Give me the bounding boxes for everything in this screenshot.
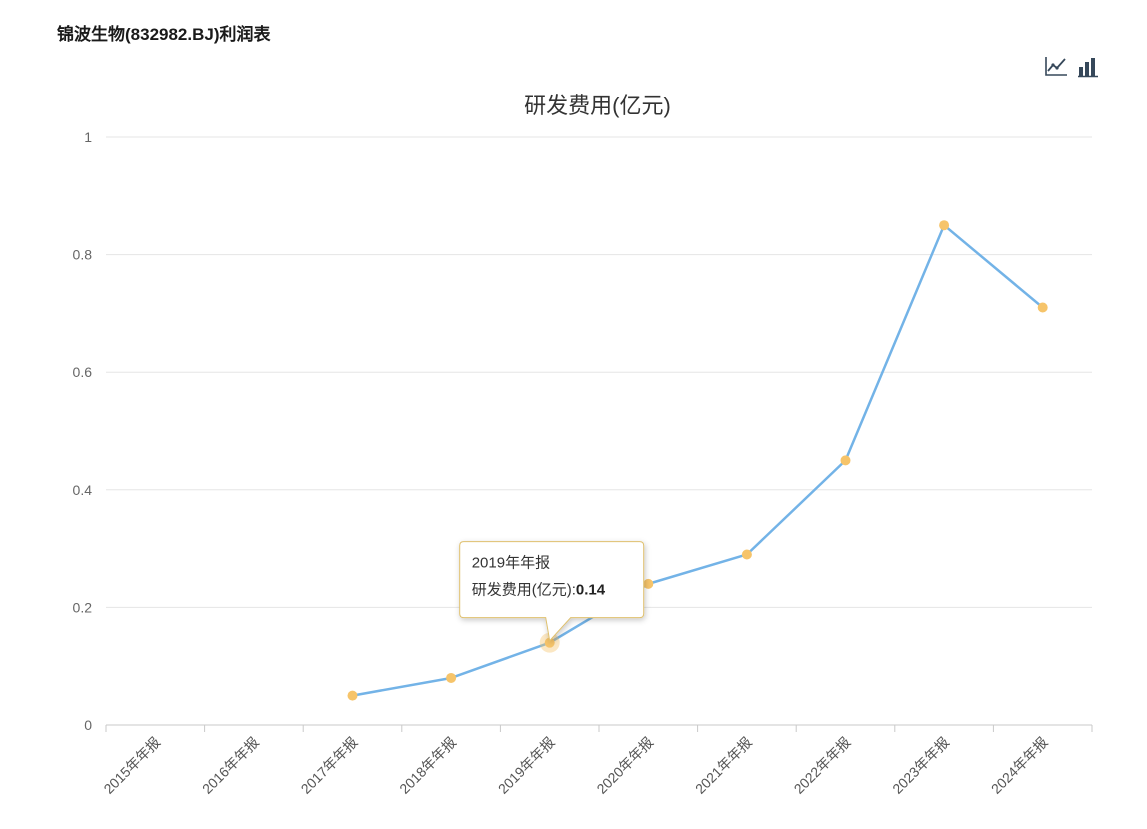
page-title: 锦波生物(832982.BJ)利润表 <box>57 25 271 44</box>
tooltip: 2019年年报 研发费用(亿元):0.14 <box>459 541 645 642</box>
line-chart-icon[interactable] <box>1044 56 1068 78</box>
tooltip-category: 2019年年报 <box>472 555 550 572</box>
tooltip-value: 0.14 <box>576 582 606 599</box>
chart-title: 研发费用(亿元) <box>524 93 671 118</box>
tooltip-series-label: 研发费用(亿元): <box>472 582 576 599</box>
data-point[interactable] <box>347 690 358 701</box>
data-point[interactable] <box>741 549 752 560</box>
data-point[interactable] <box>643 578 654 589</box>
x-axis-label: 2024年年报 <box>988 734 1051 797</box>
x-axis-label: 2019年年报 <box>495 734 558 797</box>
x-axis-label: 2021年年报 <box>692 734 755 797</box>
tooltip-value-line: 研发费用(亿元):0.14 <box>472 582 606 599</box>
y-axis-label: 0.6 <box>73 364 93 380</box>
axes: 2015年年报 2016年年报 2017年年报 2018年年报 2019年年报 2020年… <box>100 725 1093 797</box>
x-axis-label: 2022年年报 <box>791 734 854 797</box>
data-point[interactable] <box>939 220 950 231</box>
x-axis-label: 2016年年报 <box>199 734 262 797</box>
x-axis-label: 2017年年报 <box>298 734 361 797</box>
y-axis-label: 0.8 <box>73 247 93 263</box>
tooltip-bubble <box>459 541 645 642</box>
x-axis-label: 2018年年报 <box>396 734 459 797</box>
gridlines: 0 0.2 0.4 0.6 0.8 1 <box>73 129 1092 733</box>
y-axis-label: 0.4 <box>73 482 93 498</box>
bar-chart-icon[interactable] <box>1078 56 1100 78</box>
x-axis-label: 2015年年报 <box>100 734 163 797</box>
y-axis-label: 1 <box>84 129 92 145</box>
series[interactable] <box>347 220 1048 701</box>
series-line <box>351 223 1044 697</box>
x-axis-label: 2023年年报 <box>889 734 952 797</box>
y-axis-label: 0 <box>84 717 92 733</box>
chart-type-toolbar <box>1044 56 1100 78</box>
data-point[interactable] <box>840 455 851 466</box>
data-point[interactable] <box>446 672 457 683</box>
data-point[interactable] <box>1037 302 1048 313</box>
x-axis-label: 2020年年报 <box>593 734 656 797</box>
data-point[interactable] <box>544 637 555 648</box>
y-axis-label: 0.2 <box>73 599 93 615</box>
